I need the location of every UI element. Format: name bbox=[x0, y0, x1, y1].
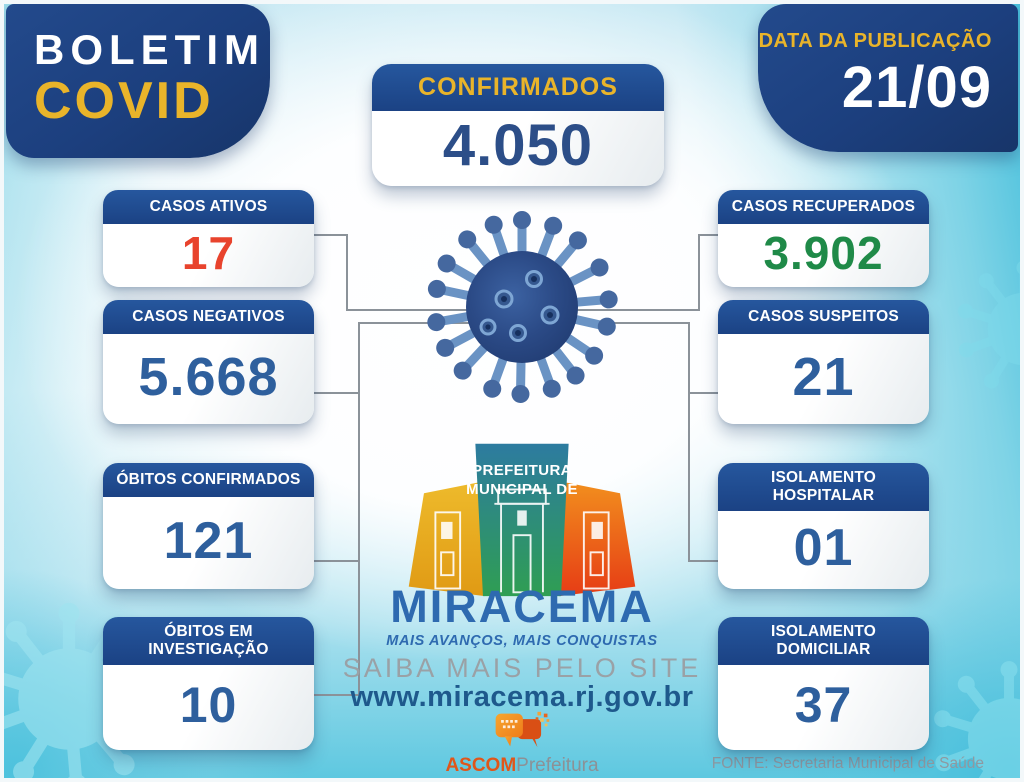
site-callout: SAIBA MAIS PELO SITE www.miracema.rj.gov… bbox=[316, 654, 728, 714]
stat-value: 37 bbox=[794, 677, 853, 734]
source-note: FONTE: Secretaria Municipal de Saúde bbox=[711, 755, 984, 772]
stat-value: 17 bbox=[181, 227, 236, 280]
stat-label: CONFIRMADOS bbox=[372, 64, 664, 111]
stat-label: ISOLAMENTO HOSPITALAR bbox=[718, 463, 929, 511]
bulletin-title-line1: BOLETIM bbox=[34, 26, 265, 73]
stat-card-isolamento-domiciliar: ISOLAMENTO DOMICILIAR 37 bbox=[718, 617, 929, 750]
site-url-link[interactable]: www.miracema.rj.gov.br bbox=[350, 681, 694, 714]
stat-label: ISOLAMENTO DOMICILIAR bbox=[718, 617, 929, 665]
stat-value: 4.050 bbox=[442, 113, 594, 179]
stat-label: CASOS NEGATIVOS bbox=[103, 300, 314, 334]
publication-date-value: 21/09 bbox=[841, 55, 992, 120]
connector-line bbox=[698, 234, 700, 311]
speech-bubble-icon bbox=[495, 711, 550, 748]
stat-value: 01 bbox=[793, 518, 854, 577]
connector-line bbox=[346, 234, 348, 311]
coronavirus-icon bbox=[425, 211, 619, 404]
stat-value: 21 bbox=[792, 346, 855, 407]
publication-date-label: DATA DA PUBLICAÇÃO bbox=[758, 30, 992, 52]
ascom-name: ASCOMPrefeitura bbox=[422, 756, 622, 775]
stat-card-casos-suspeitos: CASOS SUSPEITOS 21 bbox=[718, 300, 929, 424]
connector-line bbox=[688, 392, 722, 394]
stat-value: 121 bbox=[163, 511, 254, 570]
stat-value: 5.668 bbox=[138, 346, 279, 407]
stat-card-casos-ativos: CASOS ATIVOS 17 bbox=[103, 190, 314, 287]
logo-municipal-text: MUNICIPAL DE bbox=[466, 480, 578, 498]
connector-line bbox=[688, 560, 722, 562]
publication-date-box: DATA DA PUBLICAÇÃO 21/09 bbox=[758, 4, 1018, 152]
bulletin-title-box: BOLETIM COVID bbox=[6, 4, 270, 158]
ascom-logo: ASCOMPrefeitura Assessoria de Comunicaçã… bbox=[422, 710, 622, 778]
bulletin-title-line2: COVID bbox=[34, 72, 214, 131]
stat-card-isolamento-hospitalar: ISOLAMENTO HOSPITALAR 01 bbox=[718, 463, 929, 589]
stat-label: ÓBITOS EM INVESTIGAÇÃO bbox=[103, 617, 314, 665]
ascom-tagline: Assessoria de Comunicação de Miracema bbox=[422, 777, 622, 778]
logo-top-text: PREFEITURA MUNICIPAL DE bbox=[378, 462, 666, 500]
virus-watermark-icon bbox=[949, 254, 1020, 404]
stat-card-confirmados: CONFIRMADOS 4.050 bbox=[372, 64, 664, 186]
connector-line bbox=[304, 234, 348, 236]
stat-label: CASOS RECUPERADOS bbox=[718, 190, 929, 224]
stat-label: CASOS SUSPEITOS bbox=[718, 300, 929, 334]
connector-line bbox=[310, 560, 360, 562]
stat-card-casos-negativos: CASOS NEGATIVOS 5.668 bbox=[103, 300, 314, 424]
connector-line bbox=[358, 322, 360, 696]
stat-value: 10 bbox=[179, 677, 238, 734]
ascom-name-bold: ASCOM bbox=[445, 755, 517, 776]
stat-card-casos-recuperados: CASOS RECUPERADOS 3.902 bbox=[718, 190, 929, 287]
connector-line bbox=[688, 322, 690, 562]
stat-value: 3.902 bbox=[763, 227, 884, 280]
stat-label: ÓBITOS CONFIRMADOS bbox=[103, 463, 314, 497]
stat-card-obitos-investigacao: ÓBITOS EM INVESTIGAÇÃO 10 bbox=[103, 617, 314, 750]
logo-city-name: MIRACEMA bbox=[390, 581, 654, 632]
connector-line bbox=[310, 694, 360, 696]
logo-prefeitura-text: PREFEITURA bbox=[472, 462, 572, 479]
miracema-logo: PREFEITURA MUNICIPAL DE MIRACEMA MAIS AV… bbox=[378, 440, 666, 649]
connector-line bbox=[698, 234, 724, 236]
poster-background: BOLETIM COVID DATA DA PUBLICAÇÃO 21/09 C… bbox=[4, 4, 1020, 778]
logo-slogan: MAIS AVANÇOS, MAIS CONQUISTAS bbox=[386, 633, 658, 649]
site-label: SAIBA MAIS PELO SITE bbox=[342, 653, 702, 683]
stat-card-obitos-confirmados: ÓBITOS CONFIRMADOS 121 bbox=[103, 463, 314, 589]
connector-line bbox=[310, 392, 360, 394]
stat-label: CASOS ATIVOS bbox=[103, 190, 314, 224]
city-hall-illustration bbox=[408, 443, 636, 597]
ascom-name-regular: Prefeitura bbox=[516, 755, 599, 776]
